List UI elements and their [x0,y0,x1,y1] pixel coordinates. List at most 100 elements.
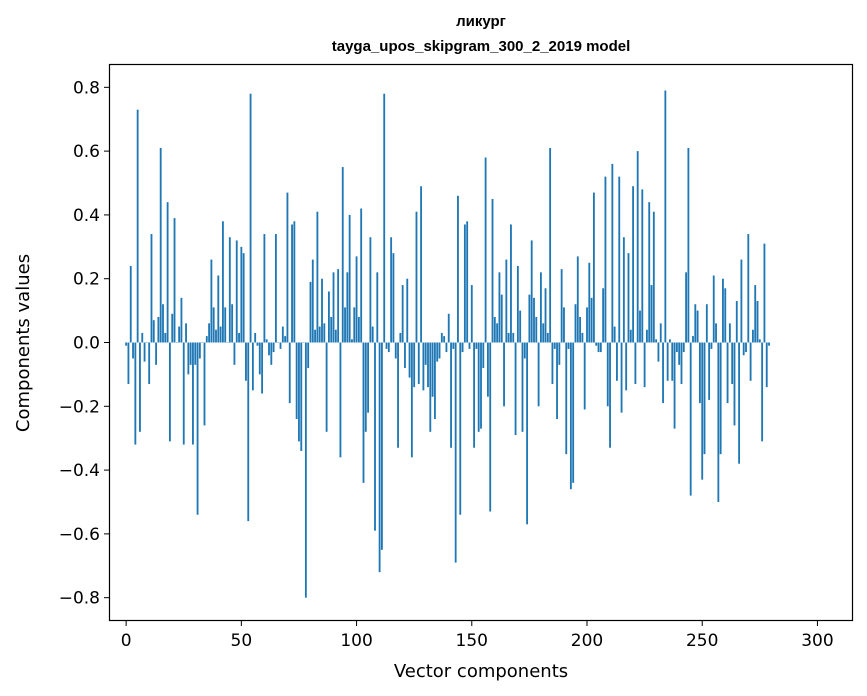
bar [756,301,759,343]
bar [162,304,164,343]
x-tick-label: 150 [456,631,488,651]
bar [436,342,439,362]
bar [678,342,681,365]
bar [318,326,321,343]
plot-frame [108,63,854,622]
bar [212,307,215,343]
bar [657,342,660,362]
bar [510,224,512,343]
bar [245,342,247,381]
bar [189,342,192,365]
bar [480,342,482,429]
bar [247,342,250,522]
bar [655,339,658,343]
bar [507,332,510,343]
bar [516,265,519,343]
bar [270,342,273,365]
bar [763,243,766,343]
bar [749,342,752,381]
bar [685,272,688,343]
bar [565,342,568,455]
bar [279,342,282,349]
bar [599,342,602,353]
y-axis-label: Components values [13,254,34,432]
bar [346,272,349,343]
bar [645,329,648,343]
bar [413,342,416,388]
bar [394,342,397,359]
bar [376,272,379,343]
bar [553,342,556,349]
bar [173,218,176,343]
bar [440,332,443,343]
bar [574,304,577,343]
bar [323,323,326,343]
bar [579,316,582,343]
bar [367,342,370,413]
bar [526,342,529,525]
bar [431,342,434,397]
bar [295,342,298,420]
bar [726,342,729,404]
bar [321,278,323,343]
bar [461,342,464,353]
bar [768,342,770,346]
bar [307,342,310,369]
bar [708,342,711,400]
bar [662,342,664,404]
bar [344,307,346,343]
bar [482,342,485,369]
bar [583,342,586,410]
bar [125,342,128,346]
bar [141,332,144,343]
bar [549,147,552,343]
chart-title: ликург [456,13,506,30]
bar [357,316,360,343]
bar [648,202,651,343]
y-tick-label: −0.4 [59,461,100,481]
bar [733,342,736,426]
bar [498,272,501,343]
x-tick-label: 250 [686,631,718,651]
bar [415,211,418,343]
bar [719,342,722,455]
bar [254,332,257,343]
bar [712,275,715,343]
bar [765,342,768,388]
bar [675,342,678,353]
y-tick-label: 0.6 [73,142,100,162]
bar [293,221,296,343]
bar [606,342,609,407]
bar [272,342,275,353]
bar [309,281,312,343]
bar [673,342,676,429]
bar [233,342,236,365]
bar [311,259,314,343]
bar [754,285,757,343]
bar [242,253,245,343]
bar [187,342,190,375]
bar [300,342,303,451]
x-tick-label: 200 [571,631,603,651]
bar [136,109,139,343]
bar [602,288,605,343]
bar [556,342,558,420]
bar [420,186,423,343]
bar [546,332,549,343]
bar [422,342,425,391]
bar [477,342,480,432]
bar [129,265,132,343]
y-tick-label: −0.2 [59,397,100,417]
bar [641,189,644,343]
bar [362,342,365,483]
bar [351,339,353,343]
bar [291,224,293,343]
bar [127,342,130,384]
bar [535,316,538,343]
bar [659,323,662,343]
bar [537,342,540,407]
bar [429,342,432,432]
bar [724,288,727,343]
bar [180,297,183,343]
bar [390,237,393,343]
